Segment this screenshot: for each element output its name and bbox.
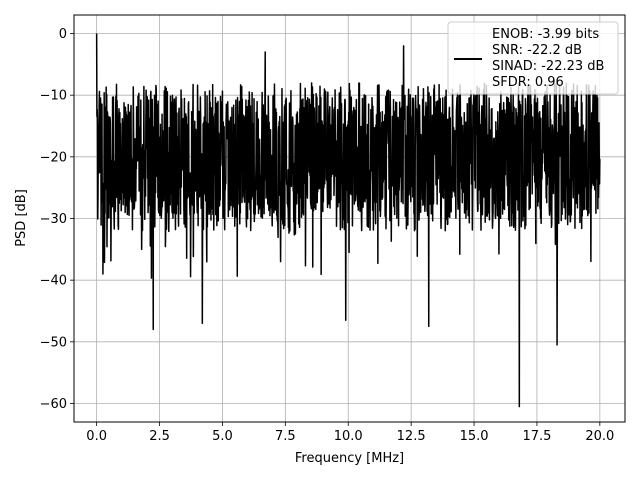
x-tick-label: 20.0 bbox=[585, 429, 614, 444]
legend-entry-snr: SNR: -22.2 dB bbox=[492, 43, 582, 58]
x-tick-label: 15.0 bbox=[460, 429, 489, 444]
x-tick-label: 5.0 bbox=[212, 429, 233, 444]
x-tick-label: 7.5 bbox=[275, 429, 296, 444]
y-tick-label: −60 bbox=[40, 397, 67, 412]
x-tick-label: 17.5 bbox=[522, 429, 551, 444]
y-tick-label: 0 bbox=[59, 27, 67, 42]
series-line-group bbox=[95, 33, 601, 408]
legend-entry-enob: ENOB: -3.99 bits bbox=[492, 27, 599, 42]
y-tick-label: −50 bbox=[40, 335, 67, 350]
y-tick-label: −40 bbox=[40, 274, 67, 289]
x-tick-label: 10.0 bbox=[334, 429, 363, 444]
legend: ENOB: -3.99 bits SNR: -22.2 dB SINAD: -2… bbox=[447, 21, 619, 95]
y-tick-label: −10 bbox=[40, 89, 67, 104]
psd-series-line bbox=[95, 33, 601, 408]
legend-entry-sfdr: SFDR: 0.96 bbox=[492, 75, 564, 90]
y-tick-label: −30 bbox=[40, 212, 67, 227]
legend-entry-sinad: SINAD: -22.23 dB bbox=[492, 59, 604, 74]
y-axis-ticks: 0 −10 −20 −30 −40 −50 −60 bbox=[40, 27, 74, 412]
legend-box bbox=[447, 21, 619, 95]
y-tick-label: −20 bbox=[40, 150, 67, 165]
x-tick-label: 0.0 bbox=[86, 429, 107, 444]
x-axis-ticks: 0.0 2.5 5.0 7.5 10.0 12.5 15.0 17.5 20.0 bbox=[86, 422, 614, 444]
x-axis-label: Frequency [MHz] bbox=[295, 451, 404, 466]
x-tick-label: 12.5 bbox=[397, 429, 426, 444]
y-axis-label: PSD [dB] bbox=[14, 189, 29, 247]
x-tick-label: 2.5 bbox=[149, 429, 170, 444]
